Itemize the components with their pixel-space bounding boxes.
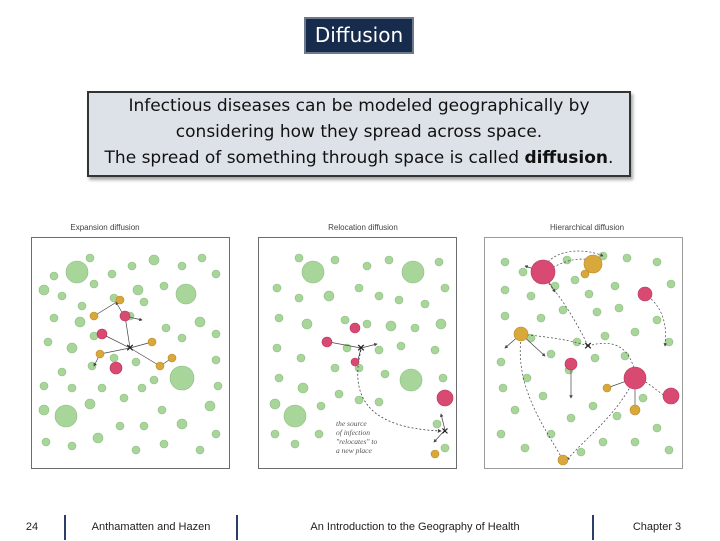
svg-text:×: ×: [583, 339, 592, 352]
expansion-diffusion-panel: ×: [31, 237, 230, 469]
relocation-note-line: a new place: [336, 446, 372, 455]
relocation-diffusion-diagram: × ×: [269, 253, 454, 459]
hierarchical-diffusion-diagram: ×: [496, 250, 680, 466]
intro-line-3: The spread of something through space is…: [89, 145, 629, 171]
panel-title-expansion: Expansion diffusion: [70, 223, 140, 232]
relocation-note-line: "relocates" to: [336, 437, 378, 446]
svg-text:×: ×: [441, 426, 449, 437]
slide-footer: 24 Anthamatten and Hazen An Introduction…: [0, 513, 720, 540]
footer-separator: [236, 515, 238, 540]
footer-book-title: An Introduction to the Geography of Heal…: [310, 521, 520, 533]
footer-separator: [592, 515, 594, 540]
intro-line-2: considering how they spread across space…: [175, 122, 543, 142]
hierarchical-diffusion-panel: ×: [484, 237, 683, 469]
intro-line-3-text: The spread of something through space is…: [104, 148, 525, 168]
panel-title-hierarchical: Hierarchical diffusion: [549, 223, 625, 232]
relocation-note: the source of infection "relocates" to a…: [336, 419, 396, 455]
intro-line-3-end: .: [608, 148, 614, 168]
diffusion-term: diffusion: [524, 148, 609, 168]
footer-authors: Anthamatten and Hazen: [91, 521, 211, 533]
panel-title-relocation: Relocation diffusion: [328, 223, 398, 232]
expansion-diffusion-diagram: ×: [38, 253, 223, 455]
relocation-note-line: the source: [336, 419, 367, 428]
svg-text:×: ×: [125, 341, 134, 354]
footer-chapter: Chapter 3: [632, 521, 682, 533]
relocation-diffusion-panel: × ×: [258, 237, 457, 469]
relocation-note-line: of infection: [336, 428, 370, 437]
slide-title: Diffusion: [304, 17, 414, 54]
intro-text-box: Infectious diseases can be modeled geogr…: [87, 91, 631, 177]
svg-text:×: ×: [356, 341, 365, 354]
page-number: 24: [25, 521, 39, 533]
intro-line-1: Infectious diseases can be modeled geogr…: [128, 96, 590, 116]
footer-separator: [64, 515, 66, 540]
